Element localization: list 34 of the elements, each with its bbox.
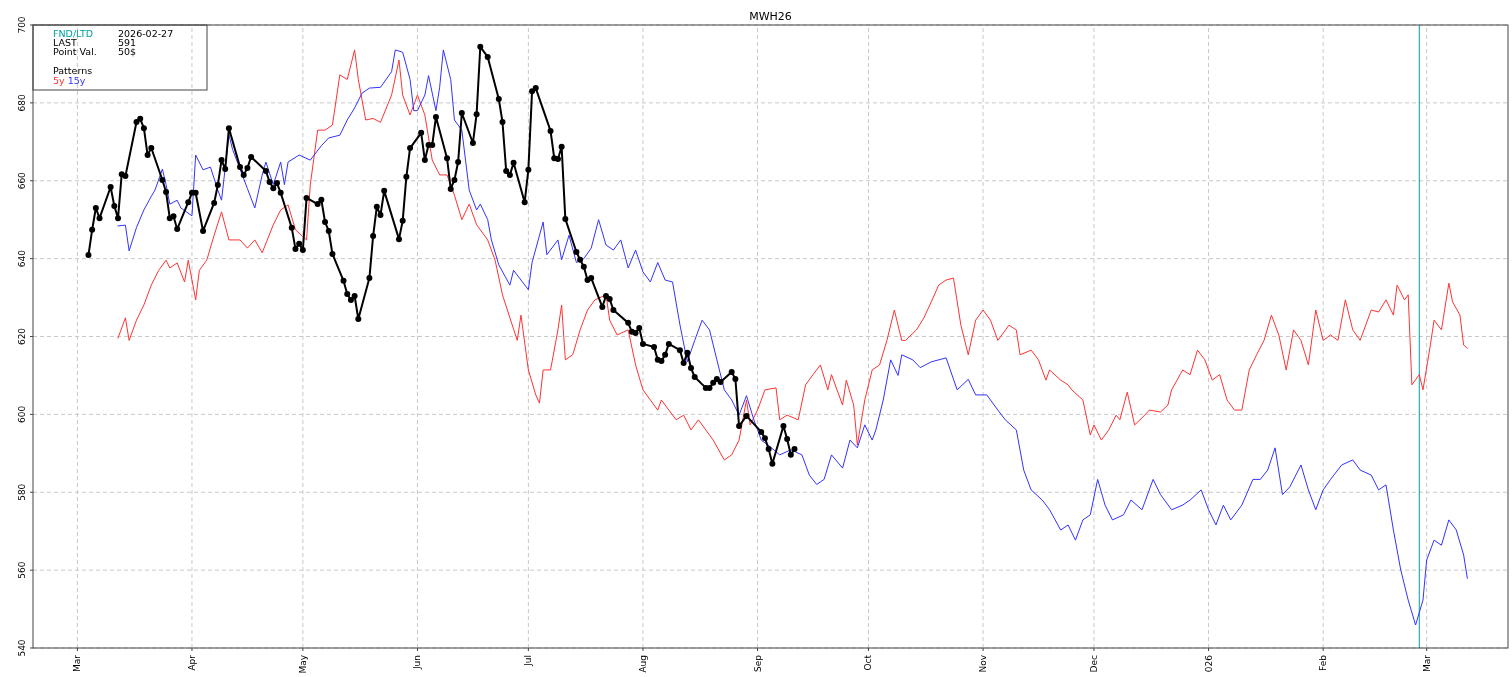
- y-tick-label: 560: [17, 561, 27, 579]
- x-tick-label: Mar: [1421, 654, 1432, 672]
- x-tick-label: Apr: [186, 654, 197, 671]
- annotation: 50$: [118, 46, 137, 57]
- annotation: FND/LTD: [53, 28, 94, 39]
- x-tick-label: Aug: [637, 655, 648, 673]
- legend-title: Patterns: [53, 65, 93, 76]
- y-tick-label: 580: [17, 483, 27, 501]
- y-tick-label: 700: [17, 16, 27, 34]
- annotation: 2026-02-27: [118, 28, 174, 39]
- text: 15y: [64, 75, 86, 86]
- x-tick-label: Dec: [1088, 654, 1099, 673]
- y-tick-label: 620: [17, 327, 27, 346]
- x-tick-label: May: [297, 654, 308, 674]
- x-tick-label: Oct: [863, 654, 874, 671]
- line-series: [117, 49, 1468, 461]
- y-tick-label: 600: [17, 405, 27, 423]
- annotation: LAST: [53, 37, 78, 48]
- annotation: 591: [118, 37, 137, 48]
- text: 5y: [53, 75, 66, 86]
- x-tick-label: Nov: [978, 654, 989, 673]
- x-tick-label: Sep: [752, 654, 763, 672]
- y-tick-label: 660: [17, 171, 27, 190]
- line-series: [117, 49, 1468, 626]
- annotation: Point Val.: [53, 46, 97, 57]
- chart-title: MWH26: [749, 10, 792, 23]
- x-tick-label: Jun: [412, 655, 423, 671]
- x-tick-label: Jul: [523, 655, 534, 667]
- x-tick-label: 026: [1203, 654, 1214, 673]
- x-tick-label: Mar: [72, 654, 83, 672]
- y-tick-label: 540: [17, 639, 27, 657]
- y-tick-label: 640: [17, 249, 27, 268]
- x-tick-label: Feb: [1318, 654, 1329, 671]
- y-tick-label: 680: [17, 94, 27, 112]
